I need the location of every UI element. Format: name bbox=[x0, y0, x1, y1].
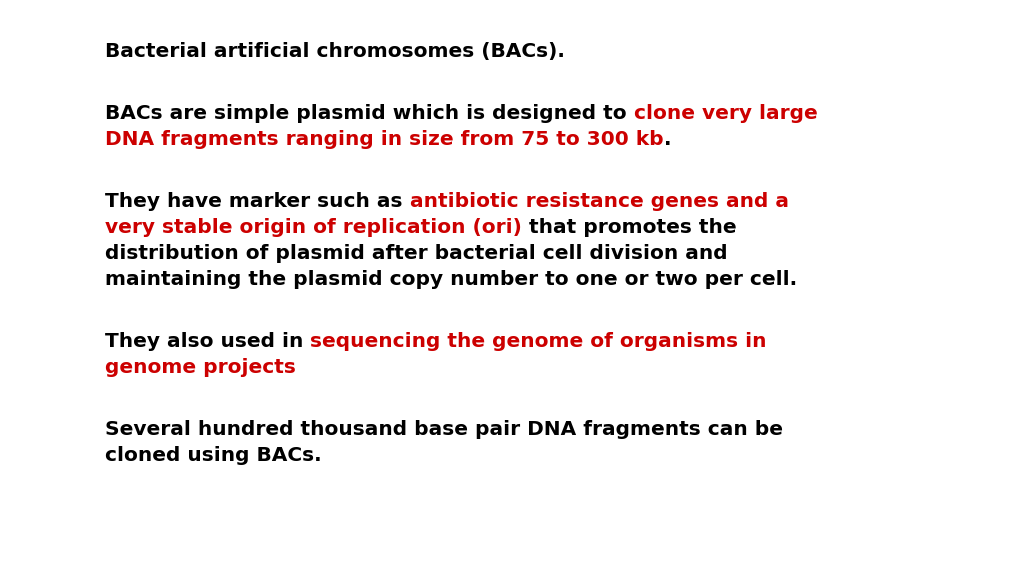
Text: They also used in: They also used in bbox=[105, 332, 310, 351]
Text: Several hundred thousand base pair DNA fragments can be: Several hundred thousand base pair DNA f… bbox=[105, 420, 783, 439]
Text: cloned using BACs.: cloned using BACs. bbox=[105, 446, 322, 465]
Text: Bacterial artificial chromosomes (BACs).: Bacterial artificial chromosomes (BACs). bbox=[105, 42, 565, 61]
Text: distribution of plasmid after bacterial cell division and: distribution of plasmid after bacterial … bbox=[105, 244, 728, 263]
Text: genome projects: genome projects bbox=[105, 358, 296, 377]
Text: .: . bbox=[664, 130, 671, 149]
Text: clone very large: clone very large bbox=[634, 104, 817, 123]
Text: DNA fragments ranging in size from 75 to 300 kb: DNA fragments ranging in size from 75 to… bbox=[105, 130, 664, 149]
Text: maintaining the plasmid copy number to one or two per cell.: maintaining the plasmid copy number to o… bbox=[105, 270, 797, 289]
Text: BACs are simple plasmid which is designed to: BACs are simple plasmid which is designe… bbox=[105, 104, 634, 123]
Text: They have marker such as: They have marker such as bbox=[105, 192, 410, 211]
Text: antibiotic resistance genes and a: antibiotic resistance genes and a bbox=[410, 192, 788, 211]
Text: very stable origin of replication (ori): very stable origin of replication (ori) bbox=[105, 218, 522, 237]
Text: that promotes the: that promotes the bbox=[522, 218, 736, 237]
Text: sequencing the genome of organisms in: sequencing the genome of organisms in bbox=[310, 332, 767, 351]
